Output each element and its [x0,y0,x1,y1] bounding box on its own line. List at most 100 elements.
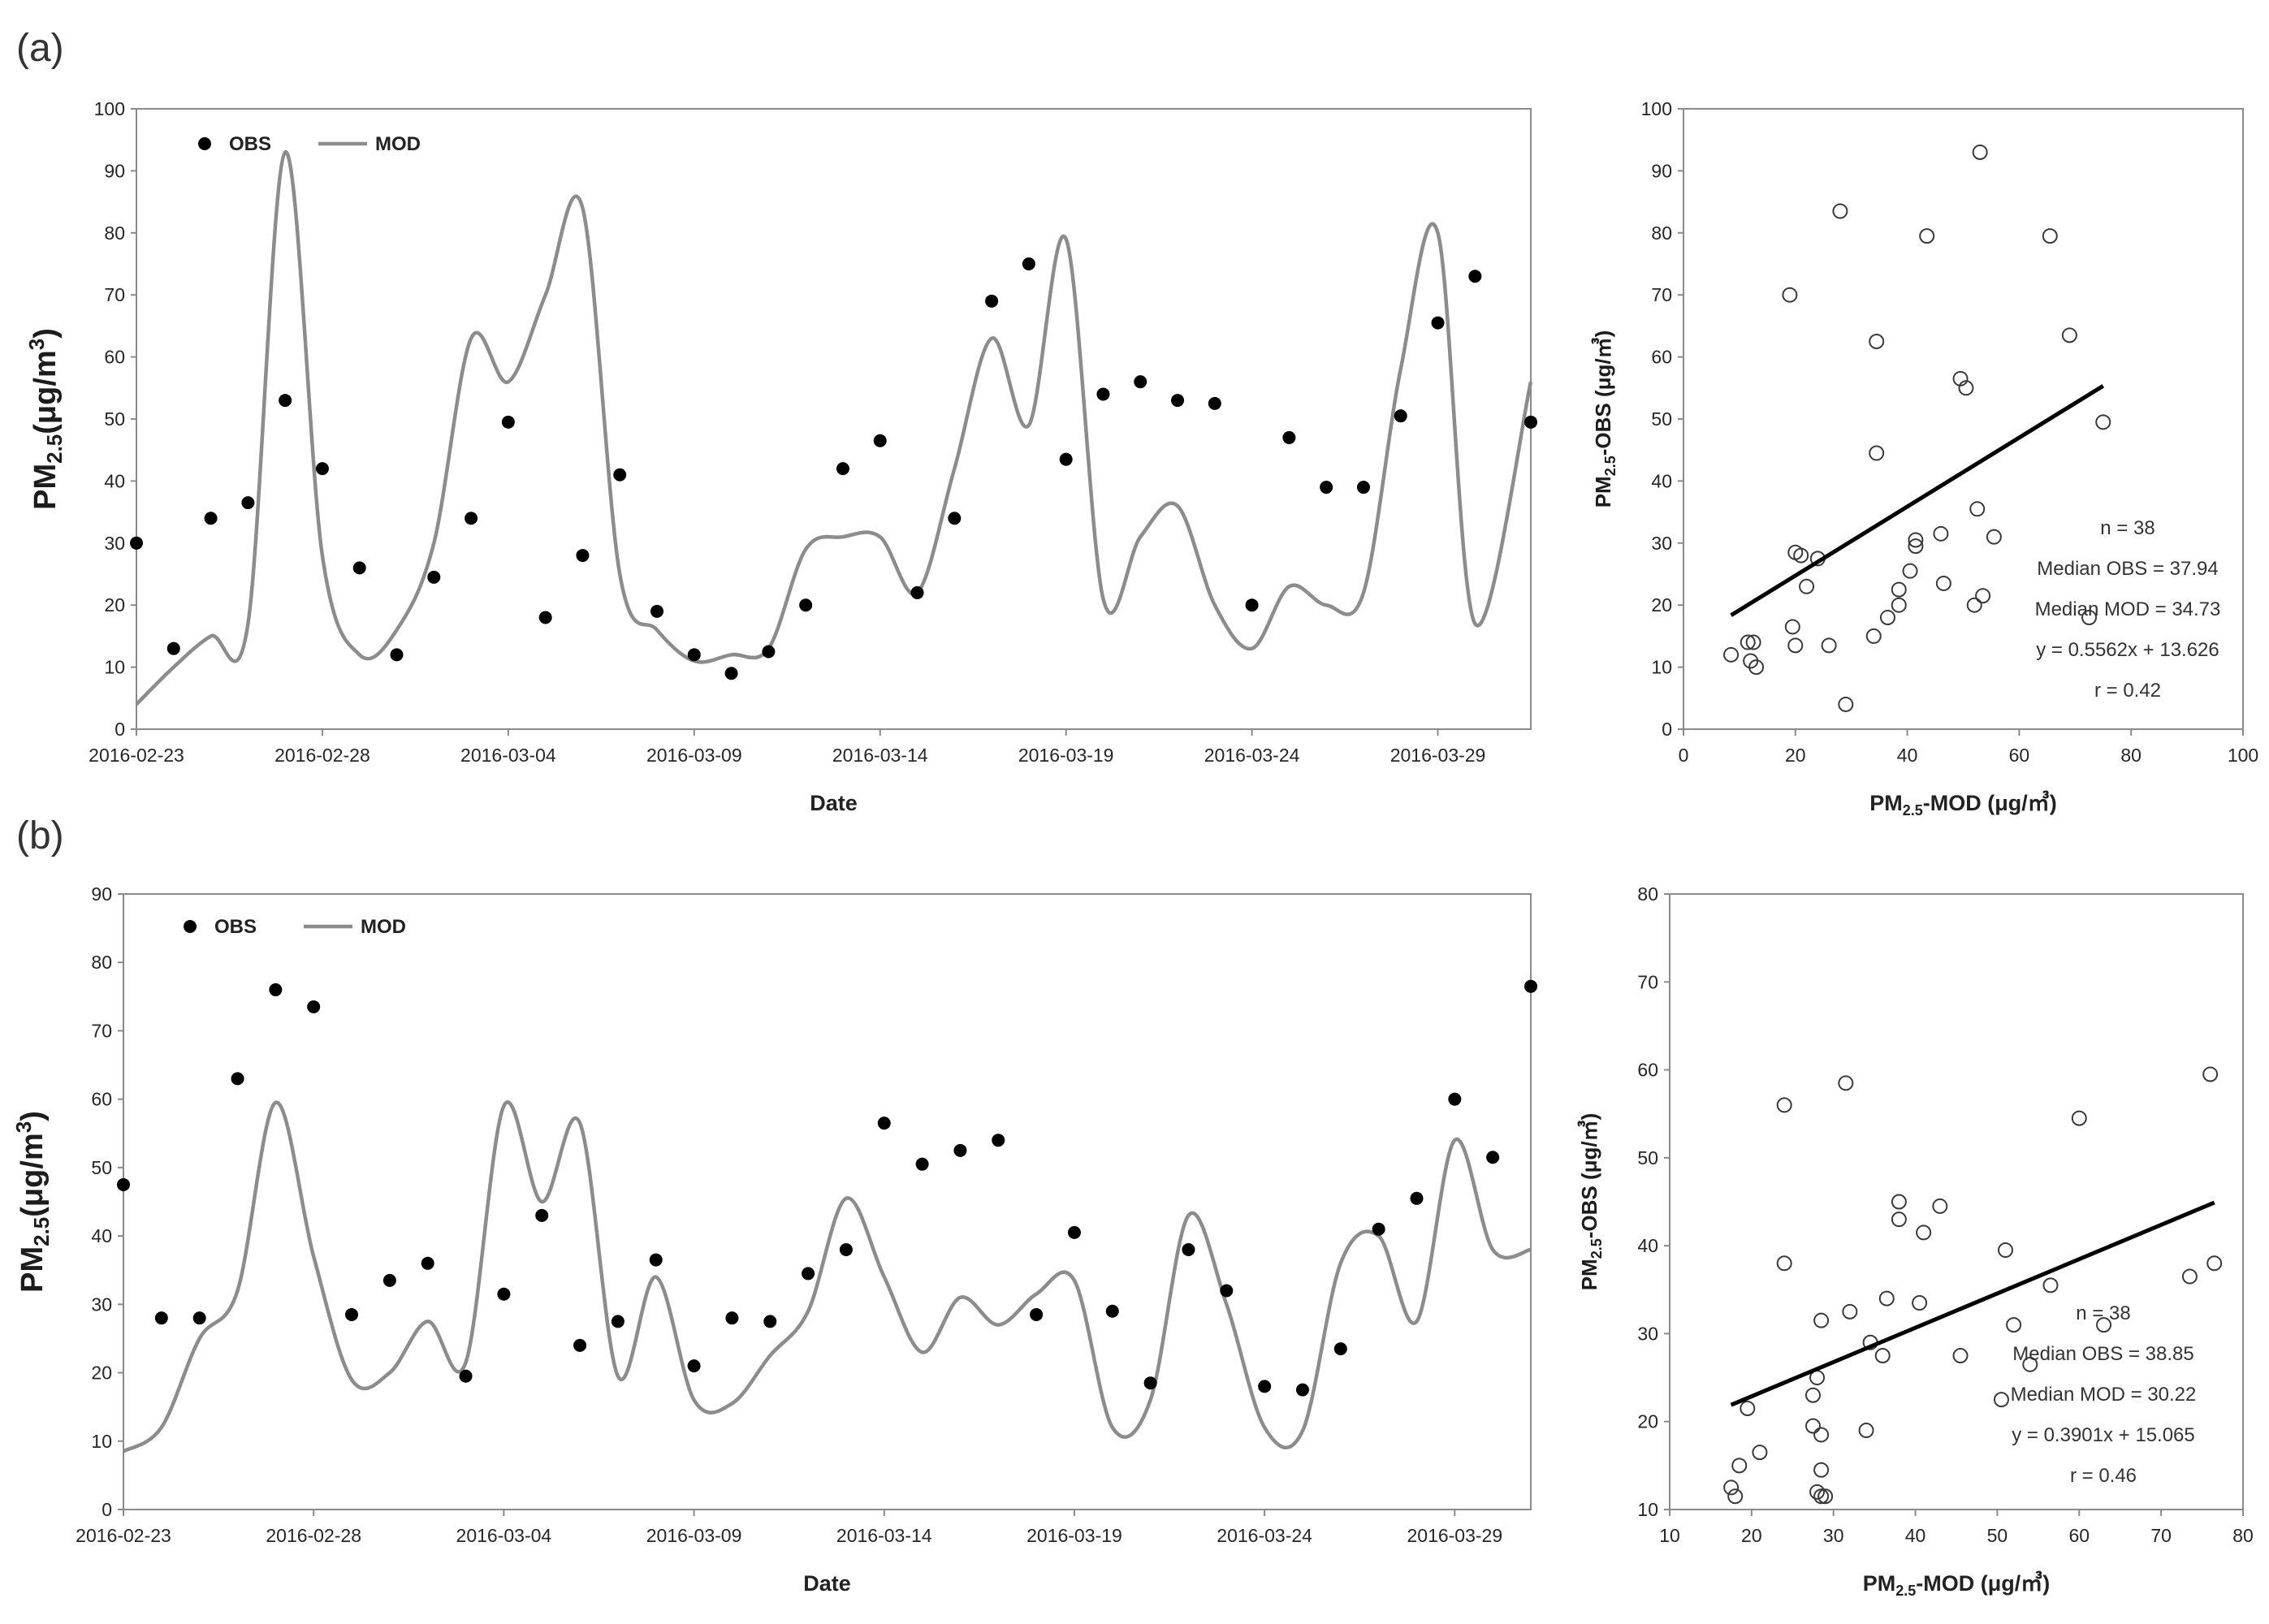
obs-point [166,641,180,655]
y-tick-label: 10 [1637,1499,1658,1520]
obs-point [1410,1191,1424,1205]
obs-point [910,585,924,599]
scatter-point [1908,538,1924,555]
y-tick-label: 40 [91,1225,112,1246]
obs-point [390,648,404,662]
y-tick-label: 10 [104,657,125,678]
obs-point [1030,1307,1044,1321]
y-tick-label: 50 [1637,1147,1658,1168]
obs-point [1022,257,1035,270]
scatter-point [1817,1488,1834,1505]
scatter-point [1933,525,1949,542]
obs-point [117,1177,130,1191]
scatter-point [2061,327,2077,343]
legend-obs-label: OBS [229,133,271,155]
scatter-point [1891,597,1907,613]
scatter-point [1832,203,1848,219]
obs-point [799,598,813,612]
obs-point [204,512,218,525]
obs-point [1258,1380,1272,1393]
plot-frame [1683,108,2244,730]
y-tick-label: 40 [1637,1235,1658,1256]
y-tick-label: 50 [104,408,125,430]
stats-line: y = 0.5562x + 13.626 [2036,639,2219,661]
obs-point [427,570,441,584]
y-tick-label: 40 [104,470,125,491]
obs-point [839,1242,853,1256]
obs-point [459,1369,473,1383]
regression-line [1730,384,2105,617]
scatter-point [1902,563,1918,579]
scatter-point [1838,696,1854,712]
x-tick-label: 0 [1679,745,1689,766]
scatter-point [1723,1479,1740,1496]
obs-point [315,462,329,476]
scatter-point [1809,1484,1826,1500]
scatter-point [2206,1255,2223,1272]
obs-point [1468,270,1482,283]
x-tick-label: 50 [1987,1525,2008,1546]
scatter-point [1858,1423,1874,1439]
scatter-point [1869,334,1885,349]
y-tick-label: 20 [1651,594,1672,615]
obs-point [538,611,552,624]
x-tick-label: 2016-03-29 [1390,745,1486,766]
x-tick-label: 70 [2150,1525,2172,1546]
x-tick-label: 100 [2228,745,2258,766]
x-tick-label: 20 [1785,745,1806,766]
scatter-point [2081,609,2098,625]
obs-point [421,1256,434,1270]
obs-point [1486,1151,1500,1164]
scatter-point [1805,1418,1821,1434]
x-tick-label: 2016-03-24 [1217,1525,1312,1546]
chart-a-scatter: 0 10 20 30 40 50 60 70 80 90 100 0 20 40 60 80 100 PM2.5-… [1591,98,2258,818]
scatter-point [1799,578,1815,594]
legend-mod-label: MOD [361,916,406,938]
obs-point [877,1116,891,1130]
scatter-point [1727,1488,1744,1505]
scatter-point [1932,1198,1948,1214]
panel-label-b: (b) [16,814,64,857]
obs-point [535,1208,549,1222]
obs-point [873,434,887,447]
obs-point [497,1287,511,1301]
obs-point [192,1311,206,1325]
x-tick-label: 2016-03-09 [646,1525,742,1546]
scatter-point [1874,1348,1891,1363]
y-tick-label: 20 [1637,1411,1658,1432]
y-axis-label: PM2.5(μg/m3) [11,1111,54,1293]
obs-point [1431,316,1445,330]
x-tick-label: 10 [1659,1525,1680,1546]
stats-line: Median MOD = 30.22 [2011,1384,2197,1406]
scatter-point [1878,1290,1895,1307]
x-tick-label: 2016-03-19 [1018,745,1114,766]
obs-point [1208,396,1221,410]
legend-mod-label: MOD [375,133,421,155]
obs-point [465,512,478,525]
scatter-point [1787,637,1804,654]
x-axis-label: Date [803,1571,851,1596]
obs-point [1134,375,1147,389]
scatter-point [2006,1317,2022,1333]
scatter-point [2095,414,2111,430]
obs-point [382,1273,396,1287]
stats-line: Median MOD = 34.73 [2035,598,2221,620]
obs-point [1143,1376,1157,1390]
x-tick-label: 2016-02-23 [76,1525,171,1546]
scatter-point [1740,1400,1756,1416]
obs-point [953,1143,967,1157]
obs-point [1171,394,1185,408]
y-axis-label: PM2.5-OBS (μg/㎥) [1577,1113,1605,1291]
stats-line: y = 0.3901x + 15.065 [2012,1424,2195,1446]
chart-a-timeseries: 0 10 20 30 40 50 60 70 80 90 100 2016-02-23 2016-02-… [24,98,1537,815]
scatter-point [1993,1392,2009,1408]
obs-point [130,536,143,550]
scatter-point [1821,637,1837,654]
scatter-point [1998,1242,2014,1259]
scatter-point [1723,646,1740,663]
scatter-point [1919,228,1935,244]
obs-point [279,394,292,408]
plot-frame [123,893,1532,1510]
y-tick-label: 100 [1641,98,1672,119]
